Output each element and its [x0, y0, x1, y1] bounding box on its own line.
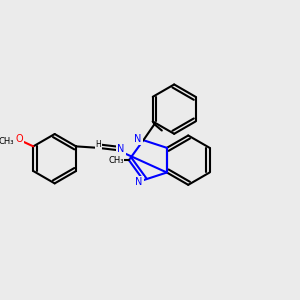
Text: O: O — [16, 134, 23, 143]
Text: CH₃: CH₃ — [108, 156, 124, 165]
Text: N: N — [117, 144, 125, 154]
Text: CH₃: CH₃ — [0, 137, 14, 146]
Text: N: N — [134, 134, 142, 144]
Text: H: H — [95, 140, 101, 149]
Text: N: N — [135, 177, 143, 188]
